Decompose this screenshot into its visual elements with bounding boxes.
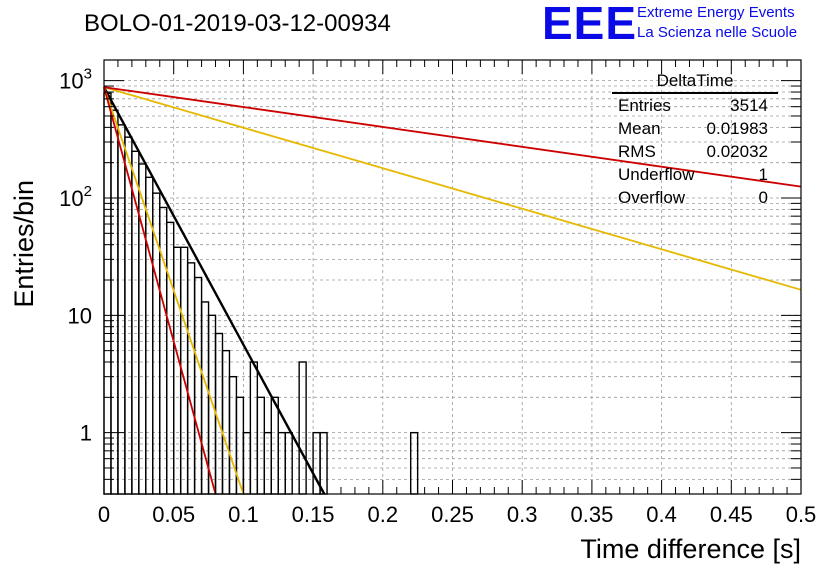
x-tick-label: 0.1: [228, 502, 259, 527]
x-tick-labels: 0 0.05 0.1 0.15 0.2 0.25 0.3 0.35 0.4 0.45 0.5: [98, 502, 816, 527]
histogram-bin: [172, 246, 182, 495]
histogram-bin: [186, 262, 196, 495]
stats-label: Underflow: [618, 165, 695, 184]
stats-label: RMS: [618, 142, 656, 161]
stats-value: 1: [758, 165, 768, 184]
histogram-bin: [138, 163, 147, 495]
x-tick-label: 0.4: [646, 502, 677, 527]
x-tick-label: 0.05: [152, 502, 195, 527]
axis-ticks: [103, 60, 802, 495]
stats-label: Entries: [618, 96, 671, 115]
y-tick-base: 1: [80, 421, 92, 446]
stats-value: 0: [758, 188, 768, 207]
histogram-bin: [117, 124, 126, 495]
histogram-bin: [249, 361, 259, 495]
chart-title: BOLO-01-2019-03-12-00934: [84, 10, 391, 37]
histogram-bars: [103, 92, 419, 495]
histogram-bin: [242, 431, 252, 495]
x-tick-label: 0.3: [507, 502, 538, 527]
x-tick-label: 0.15: [292, 502, 335, 527]
logo-line-1: Extreme Energy Events: [637, 4, 795, 21]
stats-title: DeltaTime: [612, 70, 778, 94]
fit-line: [103, 86, 802, 188]
logo-line-2: La Scienza nelle Scuole: [637, 24, 798, 41]
x-axis-label: Time difference [s]: [580, 534, 801, 564]
fit-line: [103, 86, 245, 495]
histogram-bin: [110, 109, 119, 495]
histogram-bin: [221, 349, 231, 495]
x-tick-label: 0.2: [368, 502, 399, 527]
y-tick-base: 10: [59, 186, 83, 211]
histogram-bin: [166, 221, 175, 495]
stats-value: 0.01983: [706, 119, 768, 138]
y-tick-exponent: 3: [84, 66, 92, 83]
y-tick-exponent: 2: [84, 183, 92, 200]
histogram-bin: [319, 431, 328, 495]
fit-line: [103, 86, 802, 291]
histogram-bin: [409, 431, 419, 495]
eee-logo: EEE Extreme Energy Events La Scienza nel…: [540, 0, 836, 49]
y-tick-label: 102: [59, 183, 92, 211]
x-tick-label: 0.25: [431, 502, 474, 527]
stats-box: DeltaTime Entries 3514 Mean 0.01983 RMS …: [612, 70, 778, 209]
logo-letters: EEE: [542, 0, 638, 49]
stats-row-entries: Entries 3514: [612, 94, 778, 117]
histogram-bin: [103, 92, 112, 495]
stats-row-mean: Mean 0.01983: [612, 117, 778, 140]
y-tick-label: 10: [68, 303, 92, 328]
fit-line: [102, 86, 326, 495]
stats-label: Overflow: [618, 188, 686, 207]
y-tick-label: 1: [80, 421, 92, 446]
histogram-bin: [277, 431, 286, 495]
y-tick-base: 10: [68, 303, 92, 328]
y-axis-label: Entries/bin: [9, 180, 39, 308]
stats-row-underflow: Underflow 1: [612, 163, 778, 186]
x-tick-label: 0.35: [570, 502, 613, 527]
fit-line: [103, 86, 217, 495]
y-tick-label: 103: [59, 66, 92, 94]
histogram-bin: [228, 375, 238, 495]
histogram-bin: [263, 431, 272, 495]
stats-row-overflow: Overflow 0: [612, 186, 778, 209]
fit-curves: [102, 86, 802, 495]
x-tick-label: 0: [98, 502, 110, 527]
stats-row-rms: RMS 0.02032: [612, 140, 778, 163]
x-tick-label: 0.5: [786, 502, 817, 527]
stats-value: 3514: [730, 96, 768, 115]
histogram-bin: [298, 361, 307, 495]
x-tick-label: 0.45: [710, 502, 753, 527]
histogram-bin: [284, 431, 293, 495]
stats-value: 0.02032: [706, 142, 768, 161]
stats-label: Mean: [618, 119, 661, 138]
histogram-bin: [193, 276, 203, 495]
y-tick-base: 10: [59, 69, 83, 94]
